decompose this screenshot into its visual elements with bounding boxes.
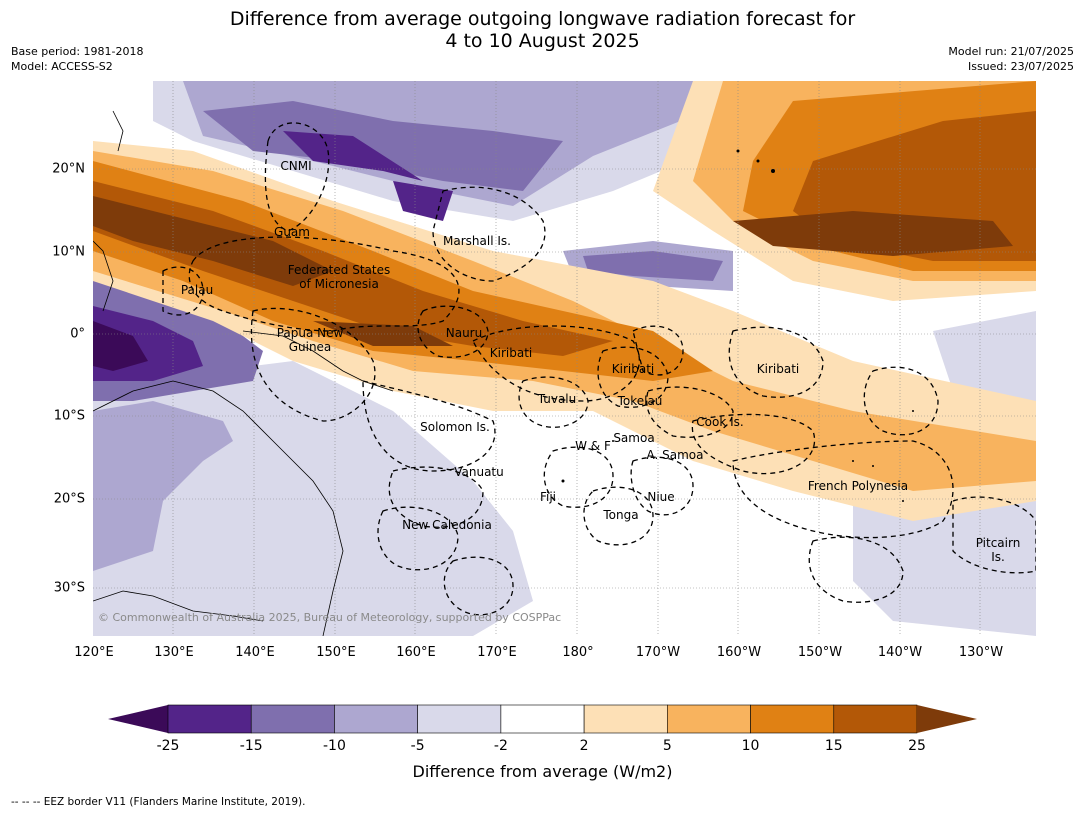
lat-label: 10°S: [53, 408, 85, 424]
copyright-text: © Commonwealth of Australia 2025, Bureau…: [98, 611, 561, 624]
lon-label: 160°E: [396, 645, 436, 660]
colorbar-tick-label: 25: [908, 738, 926, 754]
label-cook: Cook Is.: [696, 415, 743, 429]
colorbar-tick-label: -15: [239, 738, 263, 754]
lon-label: 180°: [562, 645, 594, 660]
label-fsm-2: of Micronesia: [299, 277, 379, 291]
label-kiribati-central: Kiribati: [612, 362, 654, 376]
title-line-1: Difference from average outgoing longwav…: [229, 8, 856, 30]
colorbar-tick-label: -5: [410, 738, 425, 754]
label-tokelau: Tokelau: [617, 394, 663, 408]
model-name: Model: ACCESS-S2: [11, 60, 113, 73]
lon-label: 130°W: [958, 645, 1004, 660]
colorbar-min-arrow: [108, 705, 168, 733]
anomaly-region-pos-vstrong-band: [93, 181, 613, 356]
lat-label: 30°S: [53, 580, 85, 596]
colorbar-cell: [583, 704, 668, 734]
colorbar: [108, 704, 977, 734]
label-kiribati-west: Kiribati: [490, 346, 532, 360]
eez-footnote: -- -- -- EEZ border V11 (Flanders Marine…: [11, 796, 306, 808]
colorbar-cell: [667, 704, 751, 734]
title-line-2: 4 to 10 August 2025: [445, 30, 640, 52]
region-labels: CNMI Guam Marshall Is. Federated States …: [181, 159, 1020, 564]
label-solomon: Solomon Is.: [420, 420, 490, 434]
colorbar-cell: [334, 704, 418, 734]
lon-label: 120°E: [74, 645, 114, 660]
label-vanuatu: Vanuatu: [454, 465, 504, 479]
meta-right: Model run: 21/07/2025 Issued: 23/07/2025: [948, 44, 1074, 74]
label-pitcairn-1: Pitcairn: [976, 536, 1021, 550]
anomaly-region-pos-extreme-northeast: [733, 211, 1013, 256]
label-niue: Niue: [647, 490, 674, 504]
lat-label: 20°N: [52, 161, 85, 177]
lat-label: 10°N: [52, 244, 85, 260]
label-nauru: Nauru: [446, 326, 482, 340]
label-fiji: Fiji: [540, 490, 556, 504]
colorbar-tick-label: 5: [662, 738, 672, 754]
lon-label: 130°E: [154, 645, 194, 660]
label-pitcairn-2: Is.: [991, 550, 1005, 564]
anomaly-region-neg-extreme-north: [283, 131, 423, 181]
label-cnmi: CNMI: [280, 159, 311, 173]
colorbar-cell: [417, 704, 502, 734]
anomaly-region-neg-extreme-north-2: [393, 181, 453, 221]
label-french-polynesia: French Polynesia: [808, 479, 908, 493]
map-title: Difference from average outgoing longwav…: [0, 8, 1085, 52]
colorbar-tick-label: 15: [824, 738, 843, 754]
lon-label: 170°E: [477, 645, 517, 660]
label-samoa: Samoa: [613, 431, 654, 445]
lon-label: 140°E: [235, 645, 275, 660]
anomaly-region-neg-west-extreme: [93, 321, 148, 371]
colorbar-cell: [500, 704, 585, 734]
island-markers: [561, 149, 914, 502]
graticule: [93, 81, 1036, 636]
colorbar-cell: [167, 704, 252, 734]
lat-label: 20°S: [53, 491, 85, 507]
colorbar-tick-label: -25: [156, 738, 180, 754]
label-fsm-1: Federated States: [288, 263, 390, 277]
coastlines: [93, 110, 394, 636]
colorbar-cell: [750, 704, 835, 734]
label-png-1: Papua New: [277, 326, 344, 340]
label-american-samoa: A. Samoa: [647, 448, 704, 462]
colorbar-title: Difference from average (W/m2): [412, 762, 673, 781]
label-new-caledonia: New Caledonia: [402, 518, 492, 532]
lon-label: 150°E: [316, 645, 356, 660]
lon-label: 140°W: [877, 645, 923, 660]
lon-label: 160°W: [716, 645, 762, 660]
anomaly-region-neg-mid-australia: [93, 401, 233, 571]
label-marshall: Marshall Is.: [443, 234, 511, 248]
colorbar-max-arrow: [917, 705, 977, 733]
meta-left: Base period: 1981-2018 Model: ACCESS-S2: [11, 44, 143, 74]
anomaly-region-pos-extreme-band: [93, 196, 333, 286]
colorbar-cell: [250, 704, 335, 734]
colorbar-cells: [167, 704, 918, 734]
label-png-2: Guinea: [289, 340, 332, 354]
anomaly-region-pos-strong-band: [93, 161, 713, 381]
base-period: Base period: 1981-2018: [11, 45, 144, 58]
colorbar-tick-label: 10: [741, 738, 760, 754]
lat-label: 0°: [70, 326, 85, 342]
colorbar-tick-label: 2: [579, 738, 589, 754]
olr-anomaly-map: CNMI Guam Marshall Is. Federated States …: [93, 81, 1036, 636]
label-tuvalu: Tuvalu: [537, 392, 577, 406]
label-wallis-futuna: W & F: [575, 439, 611, 453]
colorbar-cell: [833, 704, 918, 734]
issued-date: Issued: 23/07/2025: [967, 60, 1074, 73]
colorbar-tick-label: -10: [323, 738, 346, 754]
eez-borders: [162, 122, 1036, 616]
anomaly-region-pos-extreme-band-2: [313, 321, 453, 346]
anomaly-region-neg-strong-north: [203, 101, 563, 191]
anomaly-region-neg-strong-central: [583, 251, 723, 281]
label-palau: Palau: [181, 283, 213, 297]
label-kiribati-east: Kiribati: [757, 362, 799, 376]
lon-label: 170°W: [635, 645, 681, 660]
colorbar-tick-label: -2: [493, 738, 508, 754]
label-guam: Guam: [274, 225, 310, 239]
lon-label: 150°W: [797, 645, 843, 660]
model-run: Model run: 21/07/2025: [948, 45, 1074, 58]
label-tonga: Tonga: [602, 508, 638, 522]
